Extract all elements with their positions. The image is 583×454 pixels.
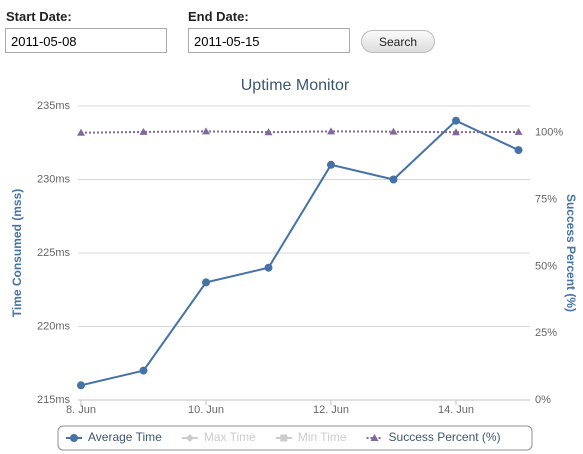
y2-tick-label: 100%	[535, 127, 563, 139]
series-line	[80, 119, 519, 387]
data-point	[389, 175, 398, 184]
start-label: Start Date:	[6, 9, 72, 24]
data-point	[202, 278, 210, 287]
data-point	[139, 366, 148, 375]
y2-tick-label: 50%	[535, 260, 557, 272]
legend-symbol	[185, 434, 194, 442]
y-tick-label: 225ms	[37, 247, 71, 259]
data-point	[452, 128, 460, 136]
data-point	[77, 128, 85, 136]
data-point	[514, 146, 523, 155]
data-point	[327, 160, 335, 169]
y-tick-label: 230ms	[37, 173, 71, 185]
legend-label: Max Time	[204, 430, 256, 444]
search-button[interactable]: Search	[361, 30, 435, 53]
y-tick-label: 215ms	[37, 394, 71, 406]
legend-label: Min Time	[298, 430, 347, 444]
data-point	[514, 127, 523, 135]
legend-label: Average Time	[88, 430, 162, 444]
x-tick-label: 12. Jun	[313, 404, 349, 416]
legend-symbol	[70, 434, 78, 442]
legend-symbol	[280, 434, 288, 442]
y2-axis-label: Success Percent (%)	[564, 194, 578, 312]
end-label: End Date:	[188, 9, 249, 24]
legend-label: Success Percent (%)	[389, 430, 501, 444]
data-point	[77, 381, 85, 390]
data-point	[389, 127, 398, 135]
x-tick-label: 14. Jun	[438, 404, 474, 416]
y2-tick-label: 25%	[535, 327, 557, 339]
data-point	[264, 263, 273, 272]
chart-title: Uptime Monitor	[241, 77, 350, 94]
end-input[interactable]: 2011-05-15	[188, 28, 350, 53]
data-point	[327, 127, 335, 135]
x-tick-label: 8. Jun	[66, 404, 96, 416]
y2-tick-label: 0%	[535, 394, 551, 406]
y2-tick-label: 75%	[535, 193, 557, 205]
x-tick-label: 10. Jun	[188, 404, 224, 416]
y-tick-label: 220ms	[37, 320, 71, 332]
legend-box	[57, 425, 533, 451]
data-point	[139, 127, 148, 135]
legend-symbol	[370, 434, 379, 441]
data-point	[202, 127, 210, 135]
data-point	[452, 116, 460, 125]
y-axis-label: Time Consumed (mss)	[10, 189, 24, 317]
y-tick-label: 235ms	[37, 100, 71, 112]
start-input[interactable]: 2011-05-08	[5, 28, 167, 53]
series-line	[80, 130, 519, 134]
data-point	[264, 128, 273, 136]
